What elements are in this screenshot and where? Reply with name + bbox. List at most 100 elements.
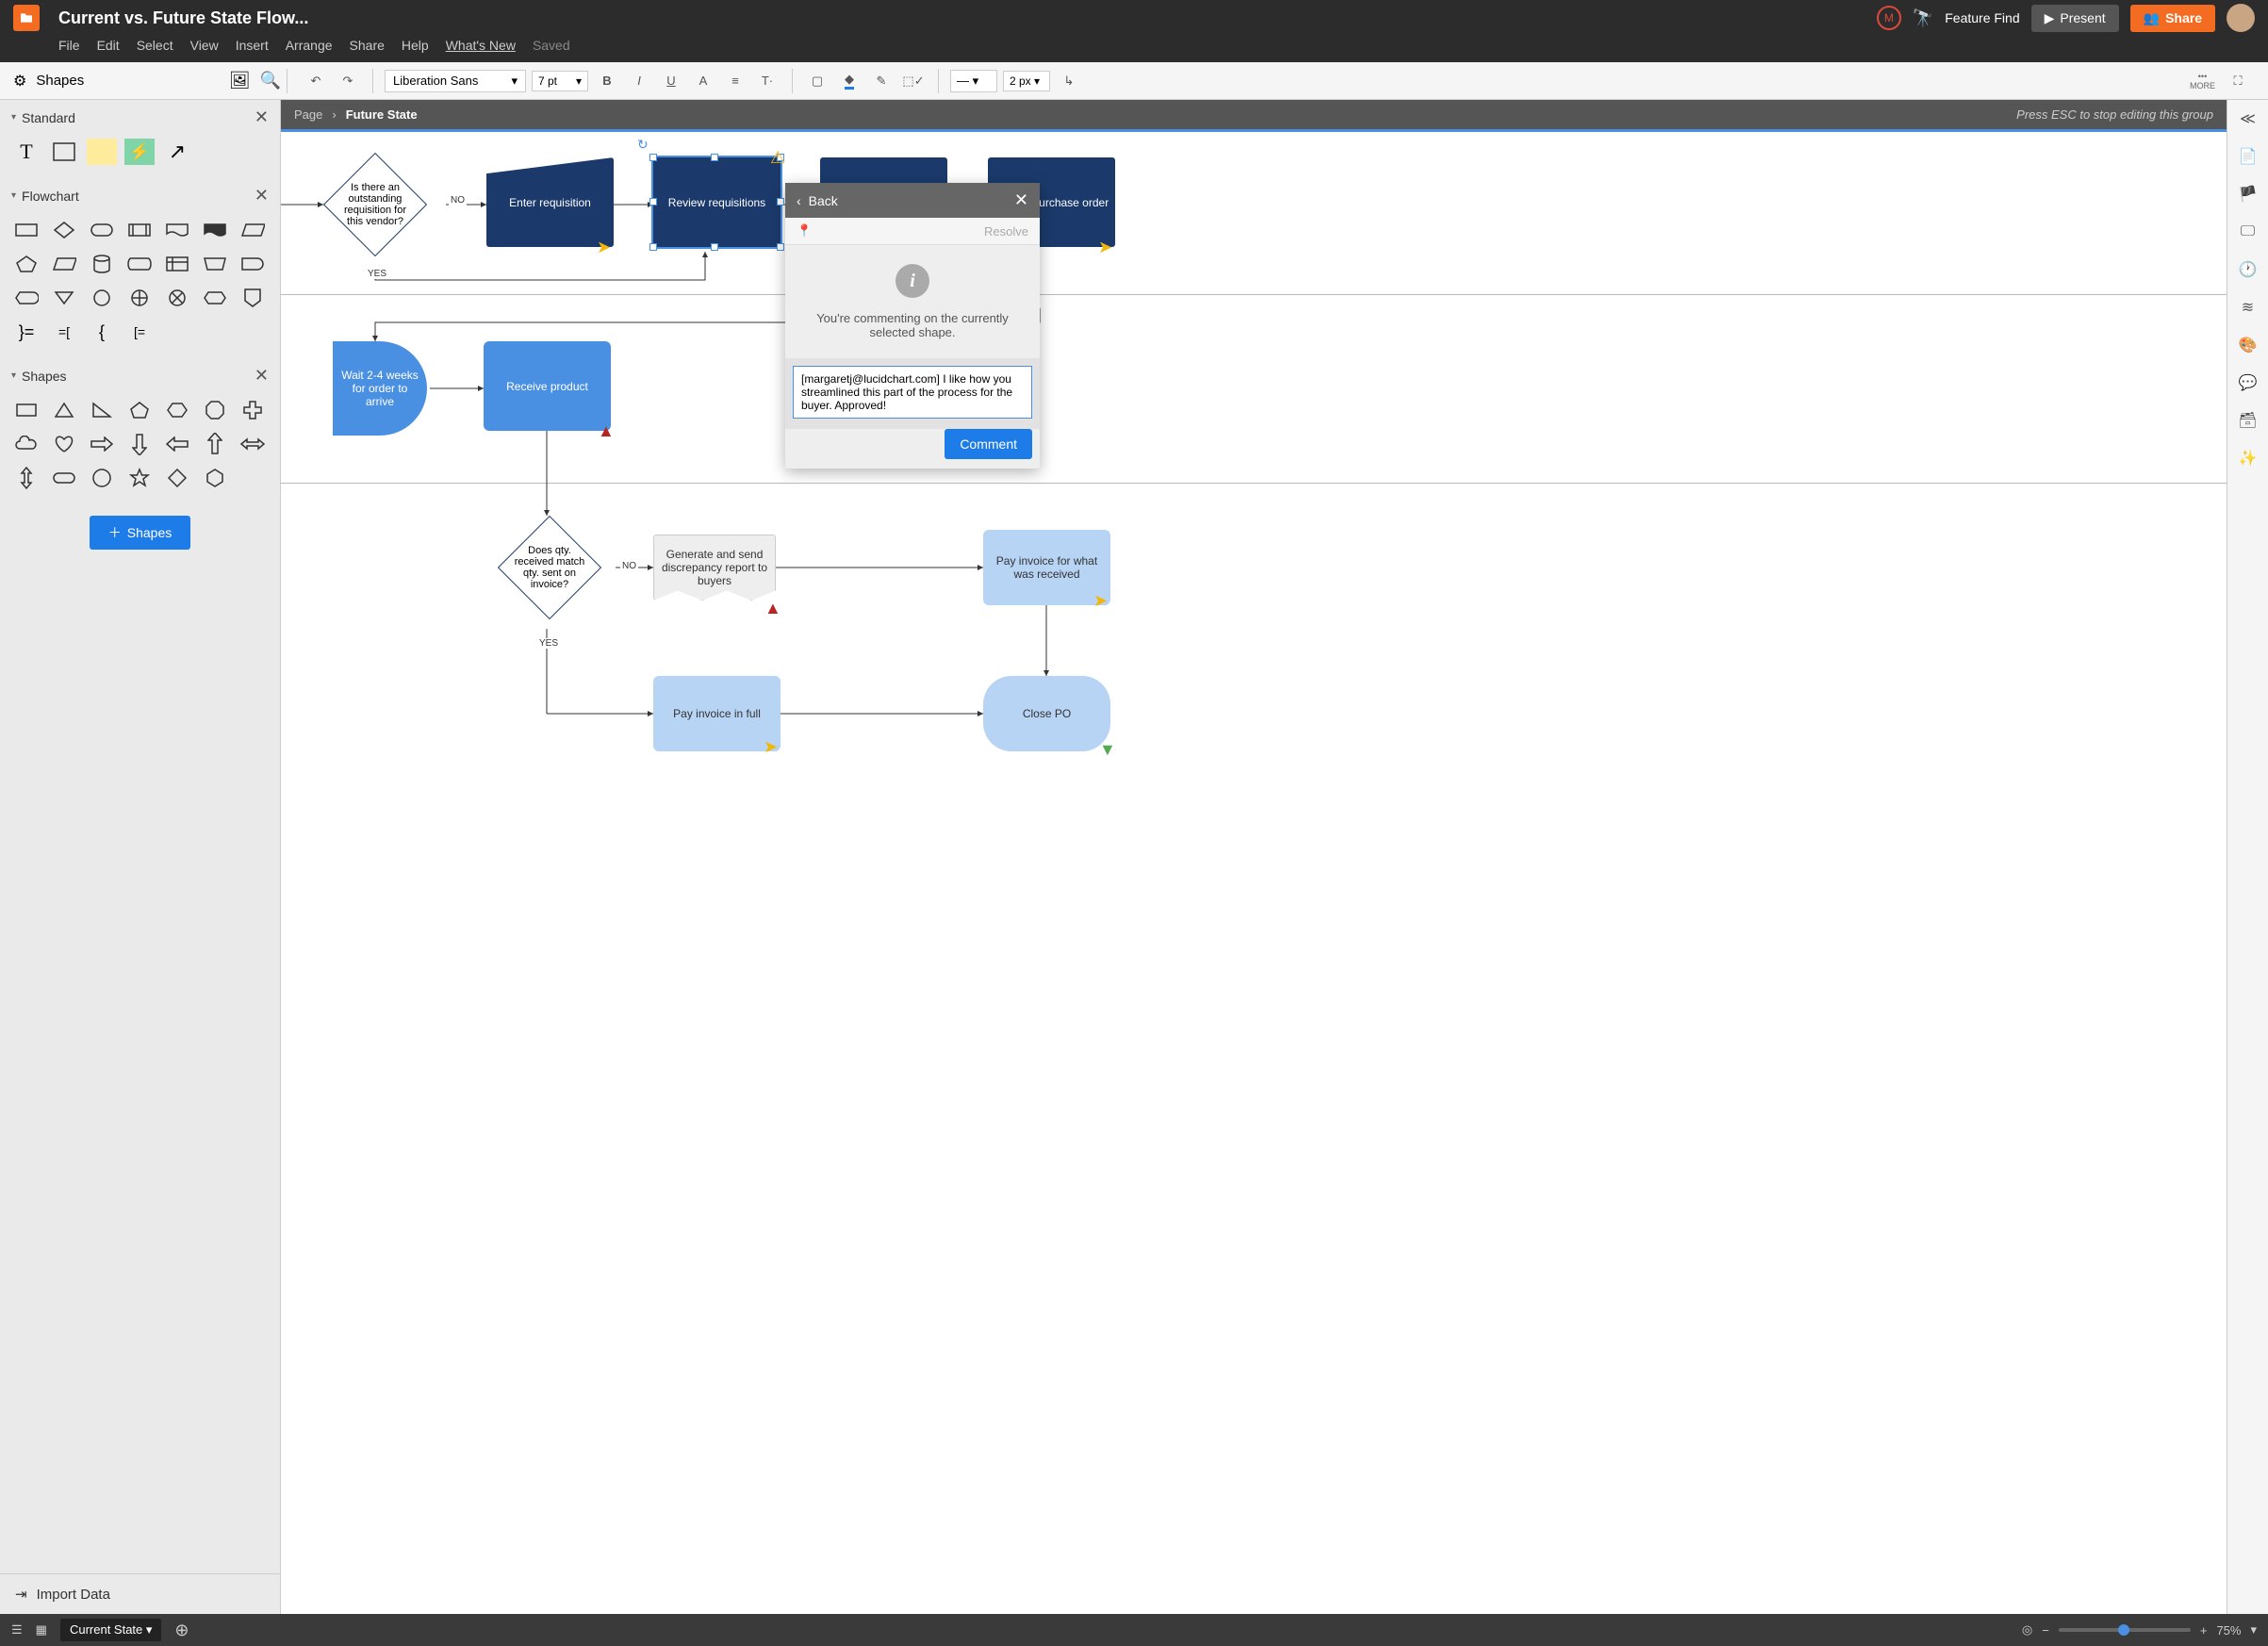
text-shape[interactable]: T [11, 139, 41, 165]
fc-multidoc[interactable] [200, 217, 230, 243]
document-node[interactable]: Generate and send discrepancy report to … [653, 535, 776, 601]
sh-polygon[interactable] [200, 465, 230, 491]
menu-share[interactable]: Share [350, 38, 385, 53]
menu-view[interactable]: View [190, 38, 219, 53]
flowchart-panel-header[interactable]: ▾ Flowchart ✕ [0, 178, 280, 213]
fc-data[interactable] [238, 217, 268, 243]
line-style-select[interactable]: — ▾ [950, 70, 997, 92]
sh-cloud[interactable] [11, 431, 41, 457]
sh-diamond[interactable] [162, 465, 192, 491]
share-button[interactable]: 👥 Share [2130, 5, 2215, 32]
layers-icon[interactable]: ≋ [2237, 296, 2260, 319]
comment-flag-icon[interactable]: 🏴 [2237, 183, 2260, 206]
feature-find-label[interactable]: Feature Find [1945, 10, 2019, 25]
redo-button[interactable]: ↷ [335, 68, 361, 94]
fc-or[interactable] [124, 285, 155, 311]
page-tab-select[interactable]: Current State ▾ [60, 1619, 161, 1641]
decision-node[interactable]: Is there an outstanding requisition for … [323, 153, 427, 256]
align-button[interactable]: ≡ [722, 68, 748, 94]
menu-edit[interactable]: Edit [97, 38, 120, 53]
process-node[interactable]: Pay invoice in full [653, 676, 781, 751]
sh-hexagon[interactable] [162, 397, 192, 423]
menu-whatsnew[interactable]: What's New [446, 38, 516, 53]
fullscreen-button[interactable]: ⛶ [2225, 68, 2251, 94]
fc-display[interactable] [11, 285, 41, 311]
menu-insert[interactable]: Insert [236, 38, 269, 53]
add-shapes-button[interactable]: ＋ Shapes [90, 516, 190, 550]
sh-rect[interactable] [11, 397, 41, 423]
back-icon[interactable]: ‹ [797, 193, 801, 208]
sh-circle[interactable] [87, 465, 117, 491]
process-node-selected[interactable]: Review requisitions [653, 157, 781, 247]
bold-button[interactable]: B [594, 68, 620, 94]
collapse-icon[interactable]: ≪ [2237, 107, 2260, 130]
zoom-slider[interactable] [2059, 1628, 2191, 1632]
menu-help[interactable]: Help [402, 38, 429, 53]
terminator-node[interactable]: Close PO [983, 676, 1110, 751]
magic-icon[interactable]: ✨ [2237, 447, 2260, 469]
present-button[interactable]: ▶ Present [2031, 5, 2119, 32]
sh-pentagon[interactable] [124, 397, 155, 423]
fc-delay[interactable] [238, 251, 268, 277]
delay-node[interactable]: Wait 2-4 weeks for order to arrive [333, 341, 427, 436]
fc-connector[interactable] [87, 285, 117, 311]
user-avatar[interactable] [2227, 4, 2255, 32]
fc-brace-left[interactable]: { [87, 319, 117, 345]
sh-arrow-ud[interactable] [11, 465, 41, 491]
text-options-button[interactable]: T· [754, 68, 781, 94]
close-icon[interactable]: ✕ [1014, 190, 1028, 210]
sh-arrow-right[interactable] [87, 431, 117, 457]
sh-arrow-down[interactable] [124, 431, 155, 457]
sh-arrow-up[interactable] [200, 431, 230, 457]
gear-icon[interactable]: ⚙ [13, 72, 26, 91]
fc-offpage[interactable] [238, 285, 268, 311]
fc-internal[interactable] [162, 251, 192, 277]
process-node[interactable]: Pay invoice for what was received [983, 530, 1110, 605]
close-icon[interactable]: ✕ [255, 366, 269, 386]
outline-icon[interactable]: ☰ [11, 1622, 23, 1638]
history-icon[interactable]: 🕐 [2237, 258, 2260, 281]
fc-document[interactable] [162, 217, 192, 243]
sh-triangle[interactable] [49, 397, 79, 423]
import-data-button[interactable]: ⇥ Import Data [0, 1573, 280, 1614]
more-button[interactable]: •••MORE [2190, 72, 2215, 91]
fc-database[interactable] [87, 251, 117, 277]
zoom-in-button[interactable]: + [2200, 1623, 2208, 1638]
fill-color-button[interactable]: ◆ [836, 68, 863, 94]
line-width-select[interactable]: 2 px ▾ [1003, 71, 1050, 91]
process-node[interactable]: Enter requisition [486, 157, 614, 247]
fc-merge[interactable] [49, 285, 79, 311]
fc-process[interactable] [11, 217, 41, 243]
target-icon[interactable]: ◎ [2022, 1622, 2032, 1638]
connector-button[interactable]: ↳ [1056, 68, 1082, 94]
fc-manual[interactable] [200, 251, 230, 277]
underline-button[interactable]: U [658, 68, 684, 94]
process-node[interactable]: Receive product [484, 341, 611, 431]
zoom-dropdown-icon[interactable]: ▾ [2250, 1622, 2257, 1638]
zoom-out-button[interactable]: − [2042, 1623, 2049, 1638]
fc-hexagon[interactable] [200, 285, 230, 311]
breadcrumb-page[interactable]: Page [294, 107, 322, 122]
fc-terminator[interactable] [87, 217, 117, 243]
standard-panel-header[interactable]: ▾ Standard ✕ [0, 100, 280, 135]
fc-note[interactable]: =[ [49, 319, 79, 345]
decision-node[interactable]: Does qty. received match qty. sent on in… [498, 516, 601, 619]
theme-icon[interactable]: 🎨 [2237, 334, 2260, 356]
menu-file[interactable]: File [58, 38, 80, 53]
sh-arrow-left[interactable] [162, 431, 192, 457]
shapes-panel-header[interactable]: ▾ Shapes ✕ [0, 358, 280, 393]
fc-pentagon[interactable] [11, 251, 41, 277]
fc-decision[interactable] [49, 217, 79, 243]
fc-sum[interactable] [162, 285, 192, 311]
pin-icon[interactable]: 📍 [797, 223, 812, 239]
arrow-shape[interactable]: ↗ [162, 139, 192, 165]
font-select[interactable]: Liberation Sans▾ [385, 70, 526, 92]
rotate-handle-icon[interactable]: ↻ [637, 137, 649, 153]
close-icon[interactable]: ✕ [255, 107, 269, 127]
comment-input[interactable] [793, 366, 1032, 419]
rect-shape[interactable] [49, 139, 79, 165]
document-title[interactable]: Current vs. Future State Flow... [58, 8, 308, 28]
line-color-button[interactable]: ✎ [868, 68, 895, 94]
fill-button[interactable]: ▢ [804, 68, 830, 94]
grid-icon[interactable]: ▦ [36, 1622, 47, 1638]
